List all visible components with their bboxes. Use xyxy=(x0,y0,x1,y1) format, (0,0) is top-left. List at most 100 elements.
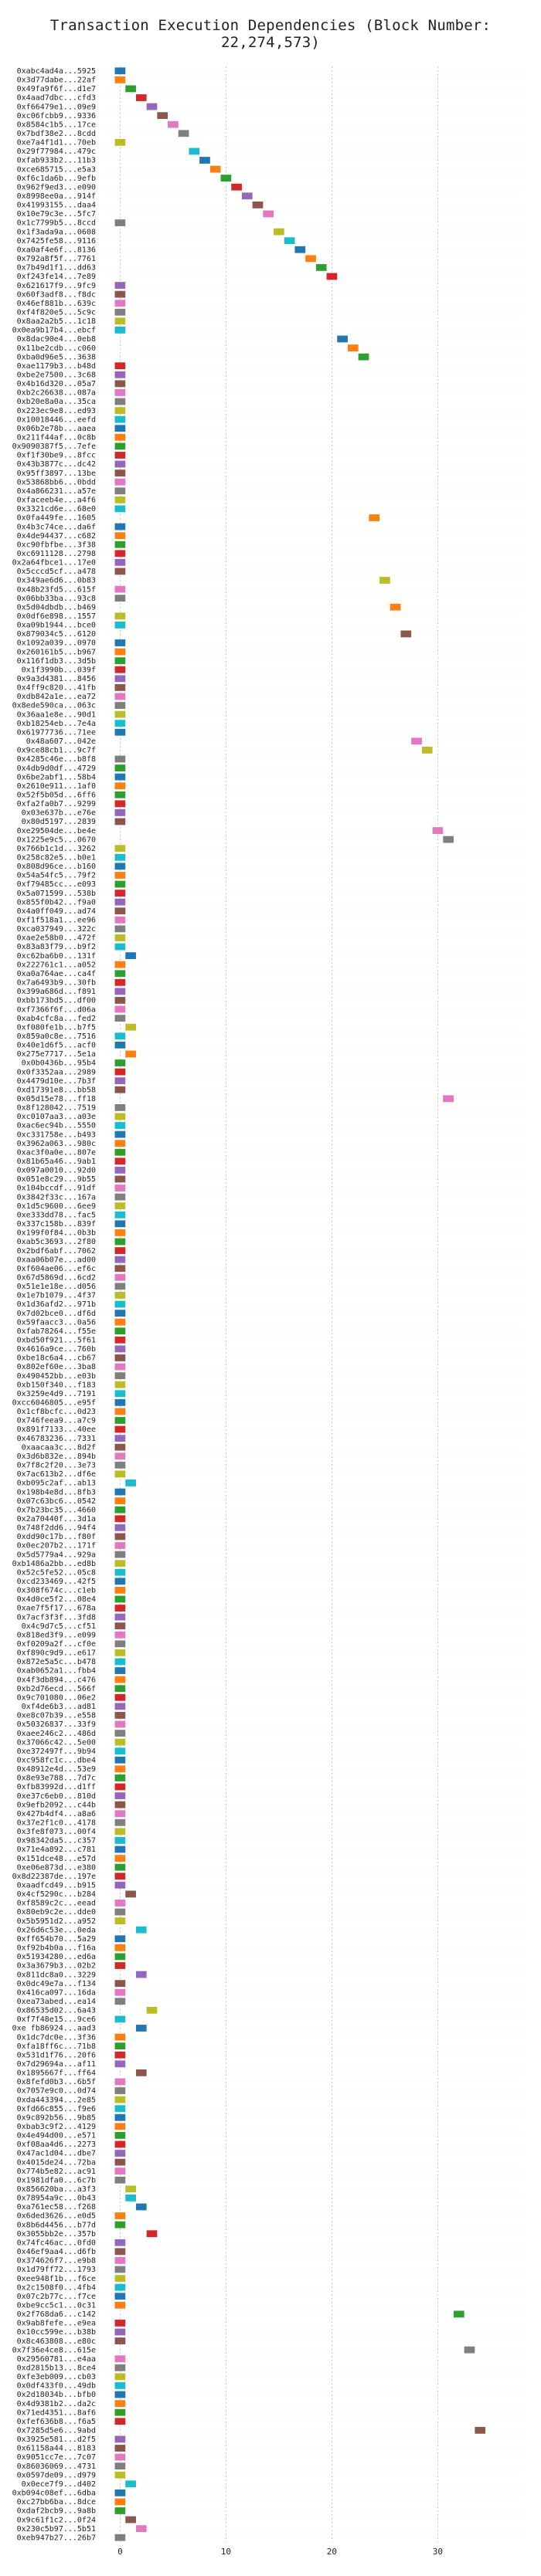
dependency-bar xyxy=(114,683,126,691)
dependency-bar xyxy=(114,1185,126,1191)
dependency-bar xyxy=(252,201,264,208)
y-tick-label: 0x1e7b1079...4f37 xyxy=(17,1292,96,1300)
dependency-bar xyxy=(114,2355,126,2363)
y-tick-label: 0xae1179b3...b48d xyxy=(17,362,96,371)
y-tick-label: 0x9c701080...06e2 xyxy=(17,1693,96,1702)
y-tick-label: 0x1225e9c5...0670 xyxy=(17,836,96,844)
y-tick-label: 0x5d5779a4...929a xyxy=(17,1551,96,1559)
dependency-bar xyxy=(114,2337,126,2344)
dependency-bar xyxy=(114,505,126,513)
y-tick-label: 0x46ef9aa4...d6fb xyxy=(17,2248,96,2256)
y-tick-label: 0x7b49d1f1...dd63 xyxy=(17,264,96,273)
dependency-bar xyxy=(114,890,126,897)
y-tick-label: 0x1f3ada9a...0608 xyxy=(17,228,96,236)
y-tick-label: 0x962f9ed3...e090 xyxy=(17,183,96,192)
dependency-bar xyxy=(390,603,401,611)
y-tick-label: 0x10cc599e...b38b xyxy=(17,2328,96,2337)
dependency-bar xyxy=(114,2453,126,2461)
y-tick-label: 0x3055bb2e...357b xyxy=(17,2230,96,2239)
y-tick-label: 0x9ab8fefe...e9ea xyxy=(17,2320,96,2328)
dependency-bar xyxy=(114,1265,126,1273)
y-tick-label: 0xc958fc1c...dbe4 xyxy=(17,1756,96,1764)
y-tick-label: 0xabc4ad4a...5925 xyxy=(17,67,96,76)
y-tick-label: 0x223ec9e8...ed93 xyxy=(17,407,96,415)
dependency-bar xyxy=(114,1658,126,1666)
y-tick-label: 0x8aa2a2b5...1c18 xyxy=(17,317,96,326)
y-tick-label: 0x621617f9...9fc9 xyxy=(17,282,96,290)
dependency-bar xyxy=(114,1881,126,1889)
y-tick-label: 0xf66479e1...09e9 xyxy=(17,103,96,111)
y-tick-label: 0x4a866231...a57e xyxy=(17,487,96,496)
dependency-bar xyxy=(114,1443,126,1451)
dependency-bar xyxy=(125,1480,136,1486)
dependency-bar xyxy=(135,2069,147,2076)
dependency-bar xyxy=(114,1613,126,1621)
dependency-bar xyxy=(114,2176,126,2184)
y-tick-label: 0x29f77984...479c xyxy=(17,147,96,156)
dependency-bar xyxy=(114,2408,126,2416)
dependency-bar xyxy=(114,1425,126,1433)
dependency-bar xyxy=(114,568,126,575)
dependency-bar xyxy=(114,1175,126,1183)
y-tick-label: 0x3925e581...d2f5 xyxy=(17,2435,96,2444)
y-tick-label: 0x1d79ff72...1793 xyxy=(17,2266,96,2274)
dependency-bar xyxy=(315,264,327,271)
y-tick-label: 0x8d22387de...197e xyxy=(12,1873,96,1881)
dependency-bar xyxy=(114,1166,126,1174)
y-tick-label: 0x4e494d00...e571 xyxy=(17,2132,96,2140)
y-tick-label: 0xcd233469...42f5 xyxy=(17,1578,96,1586)
dependency-bar xyxy=(114,1756,126,1764)
y-tick-label: 0x3321cd6e...68e0 xyxy=(17,505,96,514)
y-tick-label: 0x8998ee0a...914f xyxy=(17,192,96,201)
dependency-bar xyxy=(114,2257,126,2264)
dependency-bar xyxy=(443,1095,454,1103)
dependency-bar xyxy=(114,1998,126,2005)
y-tick-label: 0xf604ae06...ef6c xyxy=(17,1265,96,1273)
dependency-bar xyxy=(114,764,126,771)
y-tick-label: 0x9c892b56...9b85 xyxy=(17,2113,96,2122)
y-tick-label: 0x9090387f5...7efe xyxy=(12,442,96,451)
dependency-bar xyxy=(125,2195,136,2201)
dependency-bar xyxy=(114,1318,126,1326)
bar-layer xyxy=(114,67,486,2541)
y-tick-label: 0xd2815b13...8ce4 xyxy=(17,2364,96,2373)
dependency-bar xyxy=(114,2221,126,2229)
dependency-bar xyxy=(114,728,126,736)
y-tick-label: 0xe7a4f1d1...70eb xyxy=(17,139,96,147)
dependency-bar xyxy=(146,103,158,110)
dependency-bar xyxy=(114,67,126,75)
dependency-bar xyxy=(114,872,126,879)
x-tick-label: 10 xyxy=(221,2547,231,2557)
y-tick-label: 0xdd90c17b...f80f xyxy=(17,1533,96,1541)
dependency-bar xyxy=(114,1801,126,1808)
y-tick-label: 0xa0a764ae...ca4f xyxy=(17,970,96,978)
y-tick-label: 0xbe18c6a4...cb67 xyxy=(17,1354,96,1363)
y-tick-label: 0x10e79c3e...5fc7 xyxy=(17,210,96,219)
y-tick-label: 0x07c2b77c...f7ce xyxy=(17,2293,96,2301)
y-tick-label: 0x802ef60e...3ba8 xyxy=(17,1363,96,1371)
dependency-bar xyxy=(114,1336,126,1344)
dependency-bar xyxy=(114,371,126,378)
dependency-bar xyxy=(114,1283,126,1290)
dependency-bar xyxy=(114,1398,126,1406)
y-tick-label: 0x3a3679b3...02b2 xyxy=(17,1962,96,1971)
dependency-bar xyxy=(114,398,126,405)
y-tick-label: 0x792a8f5f...7761 xyxy=(17,255,96,263)
y-tick-label: 0x47ac1d04...dbe7 xyxy=(17,2150,96,2158)
dependency-bar xyxy=(114,1980,126,1988)
dependency-bar xyxy=(125,1023,136,1031)
dependency-bar xyxy=(135,94,147,101)
y-tick-label: 0x879034c5...6120 xyxy=(17,630,96,639)
y-tick-label: 0x0f3352aa...2989 xyxy=(17,1068,96,1076)
x-tick-label: 0 xyxy=(117,2547,123,2557)
dependency-bar xyxy=(114,675,126,683)
dependency-bar xyxy=(114,76,126,83)
dependency-bar xyxy=(114,496,126,503)
dependency-bar xyxy=(114,1917,126,1925)
dependency-bar xyxy=(379,577,390,584)
dependency-bar xyxy=(114,612,126,620)
dependency-bar xyxy=(114,1408,126,1415)
y-tick-label: 0xf0209a2f...cf0e xyxy=(17,1640,96,1649)
dependency-bar xyxy=(114,2400,126,2408)
dependency-bar xyxy=(453,2310,464,2318)
